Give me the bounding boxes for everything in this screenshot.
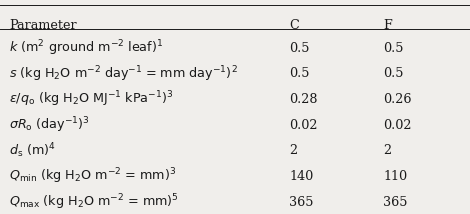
Text: F: F	[383, 19, 392, 32]
Text: $\varepsilon$/$q_{\mathrm{o}}$ (kg H$_{2}$O MJ$^{-1}$ kPa$^{-1}$)$^{3}$: $\varepsilon$/$q_{\mathrm{o}}$ (kg H$_{2…	[9, 90, 174, 109]
Text: 0.5: 0.5	[383, 67, 404, 80]
Text: 0.5: 0.5	[289, 42, 310, 55]
Text: 0.5: 0.5	[383, 42, 404, 55]
Text: Parameter: Parameter	[9, 19, 77, 32]
Text: 365: 365	[289, 196, 313, 209]
Text: $Q_{\mathrm{min}}$ (kg H$_{2}$O m$^{-2}$ = mm)$^{3}$: $Q_{\mathrm{min}}$ (kg H$_{2}$O m$^{-2}$…	[9, 167, 177, 186]
Text: 0.02: 0.02	[383, 119, 412, 132]
Text: $k$ (m$^{2}$ ground m$^{-2}$ leaf)$^{1}$: $k$ (m$^{2}$ ground m$^{-2}$ leaf)$^{1}$	[9, 38, 164, 58]
Text: 0.5: 0.5	[289, 67, 310, 80]
Text: 0.26: 0.26	[383, 93, 412, 106]
Text: $d_{\mathrm{s}}$ (m)$^{4}$: $d_{\mathrm{s}}$ (m)$^{4}$	[9, 141, 56, 160]
Text: $\sigma$$R_{\mathrm{o}}$ (day$^{-1}$)$^{3}$: $\sigma$$R_{\mathrm{o}}$ (day$^{-1}$)$^{…	[9, 115, 90, 135]
Text: $s$ (kg H$_{2}$O m$^{-2}$ day$^{-1}$ = mm day$^{-1}$)$^{2}$: $s$ (kg H$_{2}$O m$^{-2}$ day$^{-1}$ = m…	[9, 64, 238, 84]
Text: 365: 365	[383, 196, 407, 209]
Text: $Q_{\mathrm{max}}$ (kg H$_{2}$O m$^{-2}$ = mm)$^{5}$: $Q_{\mathrm{max}}$ (kg H$_{2}$O m$^{-2}$…	[9, 192, 180, 212]
Text: 0.02: 0.02	[289, 119, 318, 132]
Text: 140: 140	[289, 170, 313, 183]
Text: C: C	[289, 19, 299, 32]
Text: 2: 2	[383, 144, 391, 157]
Text: 2: 2	[289, 144, 297, 157]
Text: 110: 110	[383, 170, 407, 183]
Text: 0.28: 0.28	[289, 93, 318, 106]
